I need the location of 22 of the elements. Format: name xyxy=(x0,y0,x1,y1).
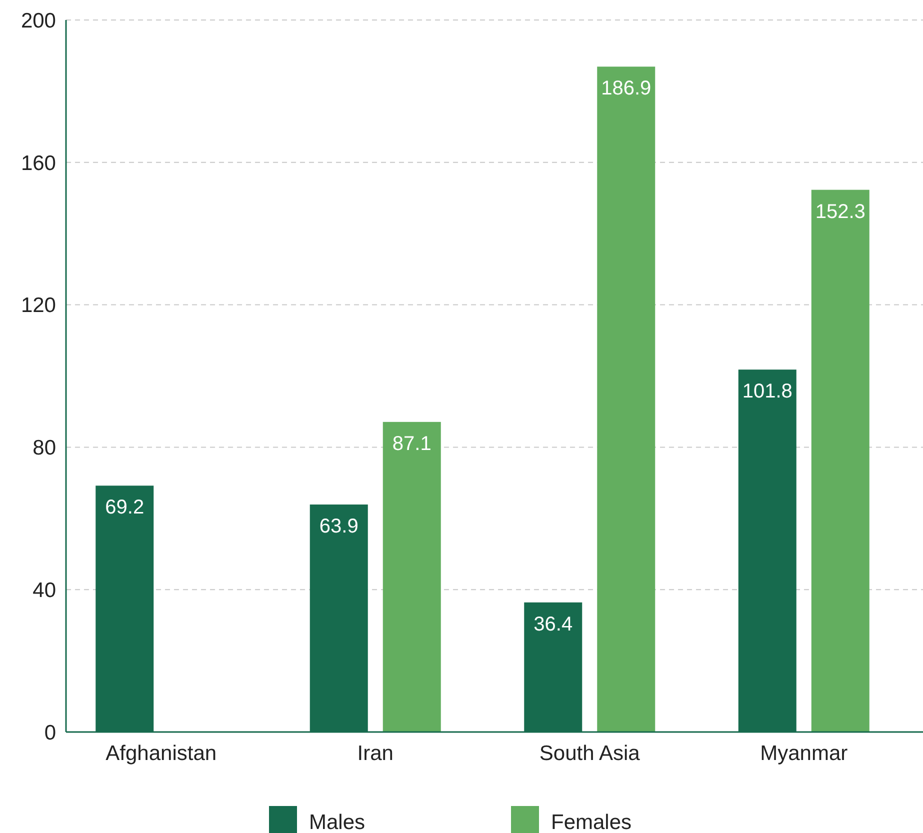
y-tick-label: 160 xyxy=(20,152,56,175)
data-label: 69.2 xyxy=(105,496,144,519)
x-tick-label: Afghanistan xyxy=(106,742,217,765)
x-tick-label: Myanmar xyxy=(760,742,848,765)
y-tick-label: 0 xyxy=(44,721,56,744)
y-tick-label: 80 xyxy=(32,436,56,460)
x-tick-label: Iran xyxy=(357,742,394,765)
data-label: 101.8 xyxy=(742,380,792,403)
data-label: 63.9 xyxy=(319,516,358,538)
bar xyxy=(597,66,656,732)
data-label: 87.1 xyxy=(392,432,432,455)
legend-label: Males xyxy=(309,811,366,833)
y-tick-label: 200 xyxy=(20,9,56,32)
bar xyxy=(811,190,870,732)
legend-label: Females xyxy=(551,811,632,833)
y-tick-label: 120 xyxy=(20,294,56,318)
data-label: 36.4 xyxy=(534,613,573,636)
y-tick-label: 40 xyxy=(32,578,56,602)
data-label: 186.9 xyxy=(601,78,652,100)
bar xyxy=(382,422,441,732)
x-tick-label: South Asia xyxy=(539,742,640,765)
data-label: 152.3 xyxy=(815,200,866,223)
